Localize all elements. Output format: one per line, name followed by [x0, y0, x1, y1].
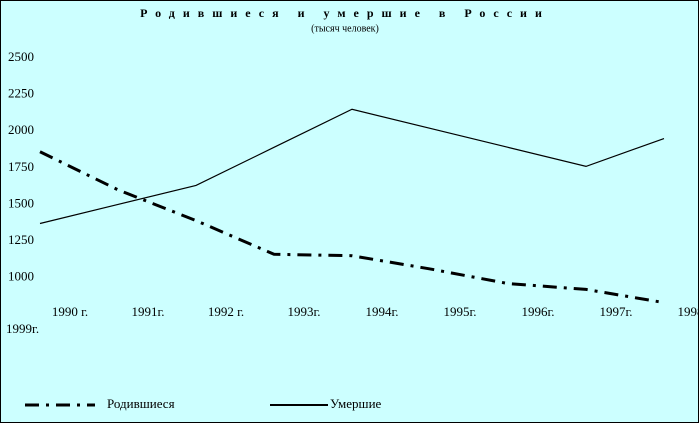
chart-title: Родившиеся и умершие в России — [140, 6, 550, 20]
y-tick-label: 1250 — [8, 232, 34, 247]
x-tick-label: 1991г. — [131, 304, 164, 319]
x-tick-label: 1997г. — [599, 304, 632, 319]
legend-label: Умершие — [330, 396, 382, 411]
x-tick-label: 1993г. — [287, 304, 320, 319]
x-tick-label: 1998г. — [677, 304, 699, 319]
chart-subtitle: (тысяч человек) — [311, 23, 379, 34]
x-tick-label: 1996г. — [521, 304, 554, 319]
y-tick-label: 1000 — [8, 269, 34, 284]
y-tick-label: 1750 — [8, 159, 34, 174]
x-tick-label: 1990 г. — [52, 304, 88, 319]
series-line — [39, 150, 665, 305]
y-tick-label: 1500 — [8, 195, 34, 210]
x-tick-label: 1992 г. — [208, 304, 244, 319]
x-tick-label: 1999г. — [6, 321, 39, 336]
y-tick-label: 2000 — [8, 122, 34, 137]
x-tick-label: 1995г. — [443, 304, 476, 319]
series-line — [39, 108, 665, 225]
x-tick-label: 1994г. — [365, 304, 398, 319]
y-tick-label: 2250 — [8, 86, 34, 101]
legend-label: Родившиеся — [107, 396, 175, 411]
y-tick-label: 2500 — [8, 49, 34, 64]
